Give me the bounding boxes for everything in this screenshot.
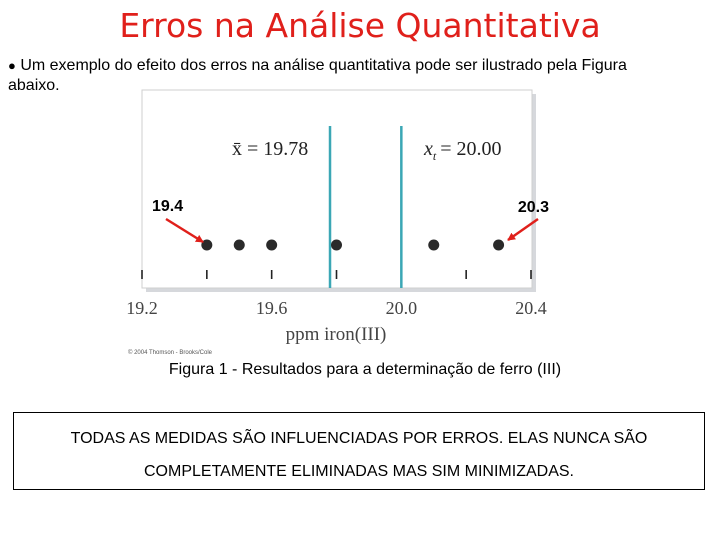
tick-label: 19.6 bbox=[256, 298, 288, 318]
data-point bbox=[493, 239, 505, 251]
data-points bbox=[201, 239, 505, 251]
bullet-paragraph: ● Um exemplo do efeito dos erros na anál… bbox=[8, 56, 714, 96]
true-value-subscript: t bbox=[433, 149, 437, 163]
tick-label: 19.2 bbox=[126, 298, 158, 318]
data-point bbox=[233, 239, 245, 251]
plot-panel bbox=[141, 89, 533, 289]
copyright-note: © 2004 Thomson - Brooks/Cole bbox=[128, 349, 213, 356]
mean-label: x̄ = 19.78 bbox=[232, 138, 308, 160]
true-value-number: = 20.00 bbox=[440, 138, 501, 160]
bullet-icon: ● bbox=[8, 58, 16, 73]
annotation-right-value: 20.3 bbox=[518, 199, 549, 216]
tick-label: 20.4 bbox=[515, 298, 547, 318]
note-box: TODAS AS MEDIDAS SÃO INFLUENCIADAS POR E… bbox=[13, 412, 705, 490]
dot-plot-figure: x̄ = 19.78 xt = 20.00 19.4 20.3 19.2 19.6 2… bbox=[126, 89, 549, 356]
note-line2: COMPLETAMENTE ELIMINADAS MAS SIM MINIMIZ… bbox=[144, 463, 574, 480]
true-value-symbol: x bbox=[423, 138, 433, 160]
true-value-label: xt = 20.00 bbox=[423, 138, 502, 163]
figure-caption: Figura 1 - Resultados para a determinaçã… bbox=[168, 361, 562, 378]
data-point bbox=[428, 239, 440, 251]
annotation-arrow-right bbox=[507, 217, 539, 242]
data-point bbox=[201, 239, 213, 251]
tick-label: 20.0 bbox=[386, 298, 418, 318]
data-point bbox=[331, 239, 342, 251]
annotation-arrow-left bbox=[165, 217, 204, 244]
note-line1: TODAS AS MEDIDAS SÃO INFLUENCIADAS POR E… bbox=[70, 430, 648, 447]
x-axis-label: ppm iron(III) bbox=[286, 324, 387, 345]
data-point bbox=[266, 239, 278, 251]
tick-labels: 19.2 19.6 20.0 20.4 bbox=[126, 298, 547, 318]
bullet-text-line2: abaixo. bbox=[8, 77, 60, 94]
annotation-left-value: 19.4 bbox=[152, 198, 183, 215]
slide-title: Erros na Análise Quantitativa bbox=[119, 6, 601, 45]
bullet-text-line1: Um exemplo do efeito dos erros na anális… bbox=[20, 57, 627, 74]
reference-lines bbox=[328, 126, 403, 288]
